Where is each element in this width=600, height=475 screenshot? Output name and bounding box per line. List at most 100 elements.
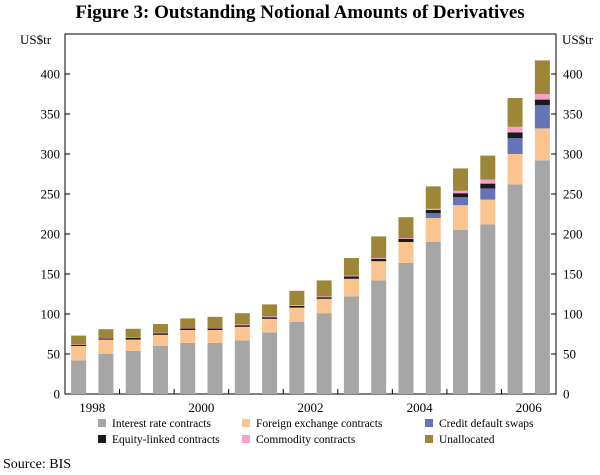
bar-segment [234, 325, 250, 327]
bar-segment [71, 344, 87, 346]
bar-segment [98, 329, 114, 338]
x-tick-label: 2000 [188, 400, 214, 415]
bar-segment [534, 99, 550, 106]
bar-segment [262, 318, 278, 333]
y-tick-label-right: 100 [563, 307, 583, 322]
bar-segment [507, 126, 523, 133]
y-tick-label-left: 250 [41, 187, 61, 202]
bar-segment [262, 304, 278, 317]
bar-segment [453, 190, 469, 194]
bar-segment [316, 280, 332, 297]
bar-segment [480, 179, 496, 184]
bar-segment [507, 154, 523, 185]
legend-item: Foreign exchange contracts [242, 418, 382, 430]
bar-segment [453, 168, 469, 191]
bar-segment [289, 322, 305, 394]
bar-segment [152, 334, 168, 346]
bar-segment [453, 193, 469, 198]
bar-segment [453, 197, 469, 206]
bar-segment [371, 258, 387, 262]
bar-segment [425, 218, 441, 242]
bar-segment [398, 217, 414, 238]
bar-segment [125, 338, 141, 340]
bar-segment [343, 275, 359, 277]
legend-swatch [242, 419, 250, 427]
bar-segment [207, 342, 223, 394]
bar-segment [480, 199, 496, 225]
bar-segment [371, 258, 387, 259]
bar-segment [343, 258, 359, 276]
bar-segment [71, 335, 87, 345]
bar-segment [343, 278, 359, 297]
legend-label: Foreign exchange contracts [256, 418, 383, 430]
bar-segment [289, 305, 305, 306]
x-tick-label: 1998 [79, 400, 105, 415]
bar-segment [289, 290, 305, 306]
y-tick-label-left: 50 [47, 347, 60, 362]
y-tick-label-left: 350 [41, 107, 61, 122]
bar-segment [71, 360, 87, 394]
bar-segment [480, 155, 496, 180]
y-tick-label-right: 250 [563, 187, 583, 202]
legend-item: Equity-linked contracts [98, 434, 220, 446]
bar-segment [425, 210, 441, 214]
legend-swatch [425, 419, 433, 427]
bar-segment [316, 296, 332, 298]
bar-segment [371, 261, 387, 281]
y-tick-label-left: 150 [41, 267, 61, 282]
bar-segment [425, 208, 441, 210]
y-tick-label-left: 100 [41, 307, 61, 322]
bar-segment [453, 205, 469, 230]
x-tick-label: 2004 [407, 400, 434, 415]
bar-segment [207, 316, 223, 328]
plot-frame [64, 33, 557, 395]
bar-segment [234, 340, 250, 394]
x-tick-label: 2006 [516, 400, 543, 415]
y-tick-label-left: 200 [41, 227, 61, 242]
bar-segment [207, 328, 223, 330]
bar-segment [262, 316, 278, 318]
bar-segment [534, 94, 550, 100]
legend-label: Commodity contracts [256, 434, 356, 446]
bars [71, 60, 550, 394]
bar-segment [316, 297, 332, 299]
bar-segment [453, 230, 469, 394]
y-axis-label-right: US$tr [562, 32, 594, 47]
legend-label: Credit default swaps [439, 418, 534, 430]
bar-segment [98, 339, 114, 354]
bar-segment [534, 128, 550, 161]
bar-segment [180, 318, 196, 328]
bar-segment [371, 280, 387, 394]
bar-segment [152, 346, 168, 394]
y-tick-label-right: 300 [563, 147, 583, 162]
legend-item: Interest rate contracts [98, 418, 211, 430]
bar-segment [534, 105, 550, 129]
chart-title: Figure 3: Outstanding Notional Amounts o… [75, 2, 525, 23]
bar-segment [534, 60, 550, 94]
bar-segment [207, 330, 223, 343]
y-tick-label-right: 50 [563, 347, 576, 362]
bar-segment [343, 276, 359, 279]
y-tick-label-left: 300 [41, 147, 61, 162]
legend-label: Equity-linked contracts [112, 434, 220, 446]
bar-segment [480, 224, 496, 394]
bar-segment [398, 262, 414, 394]
bar-segment [398, 238, 414, 239]
y-tick-label-right: 350 [563, 107, 583, 122]
bar-segment [180, 342, 196, 394]
bar-segment [507, 98, 523, 127]
legend-swatch [242, 435, 250, 443]
legend-swatch [98, 435, 106, 443]
bar-segment [152, 333, 168, 335]
bar-segment [262, 317, 278, 319]
bar-segment [507, 184, 523, 394]
legend-item: Commodity contracts [242, 434, 355, 446]
bar-segment [234, 326, 250, 341]
bar-segment [398, 238, 414, 242]
axes: 0 0 50 50 100 100 150 150 200 200 250 250 300 300 350 3… [41, 67, 583, 416]
bar-segment [425, 213, 441, 218]
bar-segment [98, 338, 114, 340]
source-note: Source: BIS [3, 457, 72, 472]
y-tick-label-left: 400 [41, 67, 61, 82]
